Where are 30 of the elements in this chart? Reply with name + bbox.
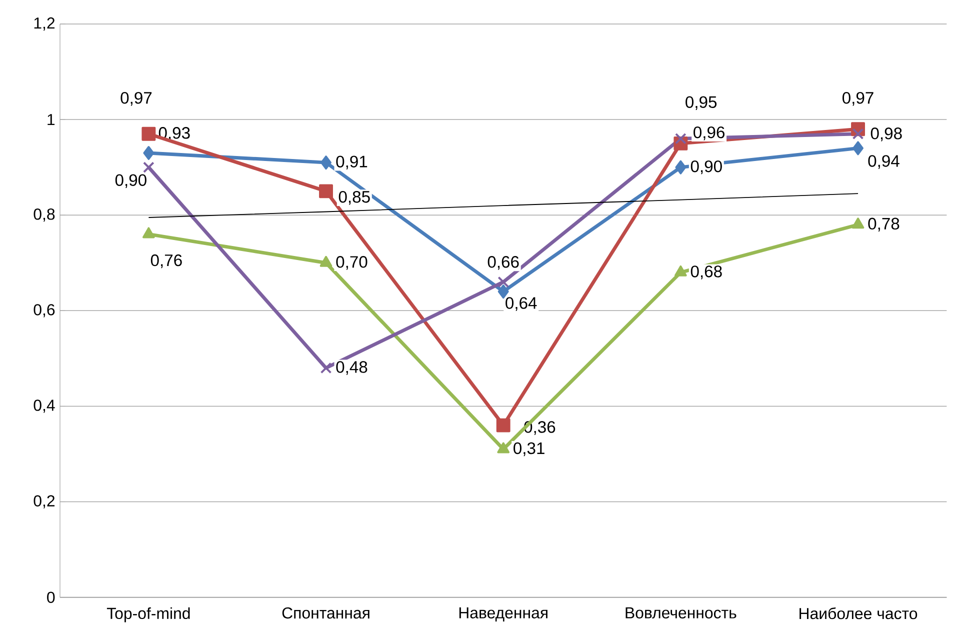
- data-label: 0,97: [842, 92, 874, 106]
- data-label: 0,48: [336, 360, 368, 375]
- data-label: 0,94: [868, 154, 900, 169]
- data-label: 0,68: [690, 265, 722, 280]
- data-label: 0,64: [506, 296, 537, 311]
- x-tick-label: Спонтанная: [282, 607, 370, 618]
- y-tick-label: 0,2: [34, 495, 55, 508]
- y-tick-label: 1: [48, 114, 55, 125]
- data-label: 0,85: [338, 190, 370, 205]
- data-label: 0,98: [870, 127, 902, 142]
- data-label: 0,66: [488, 256, 519, 270]
- data-label: 0,95: [686, 96, 717, 110]
- y-tick-label: 0,8: [34, 208, 55, 222]
- data-label: 0,70: [336, 256, 368, 270]
- data-label: 0,76: [150, 254, 182, 268]
- data-label: 0,97: [120, 92, 152, 106]
- x-tick-label: Top-of-mind: [106, 607, 190, 622]
- y-tick-label: 0,6: [34, 304, 55, 318]
- data-label: 0,96: [694, 126, 724, 140]
- x-tick-label: Наиболее часто: [800, 607, 918, 620]
- x-tick-label: Наведенная: [459, 607, 548, 622]
- y-tick-label: 0: [47, 592, 55, 603]
- data-label: 0,78: [868, 218, 900, 232]
- data-label: 0,91: [336, 156, 368, 170]
- data-label: 0,90: [115, 174, 146, 188]
- data-label: 0,90: [690, 160, 722, 174]
- y-tick-label: 1,2: [34, 17, 55, 30]
- x-tick-label: Вовлеченность: [626, 607, 736, 618]
- y-tick-label: 0,4: [34, 399, 55, 413]
- data-label: 0,31: [514, 442, 544, 456]
